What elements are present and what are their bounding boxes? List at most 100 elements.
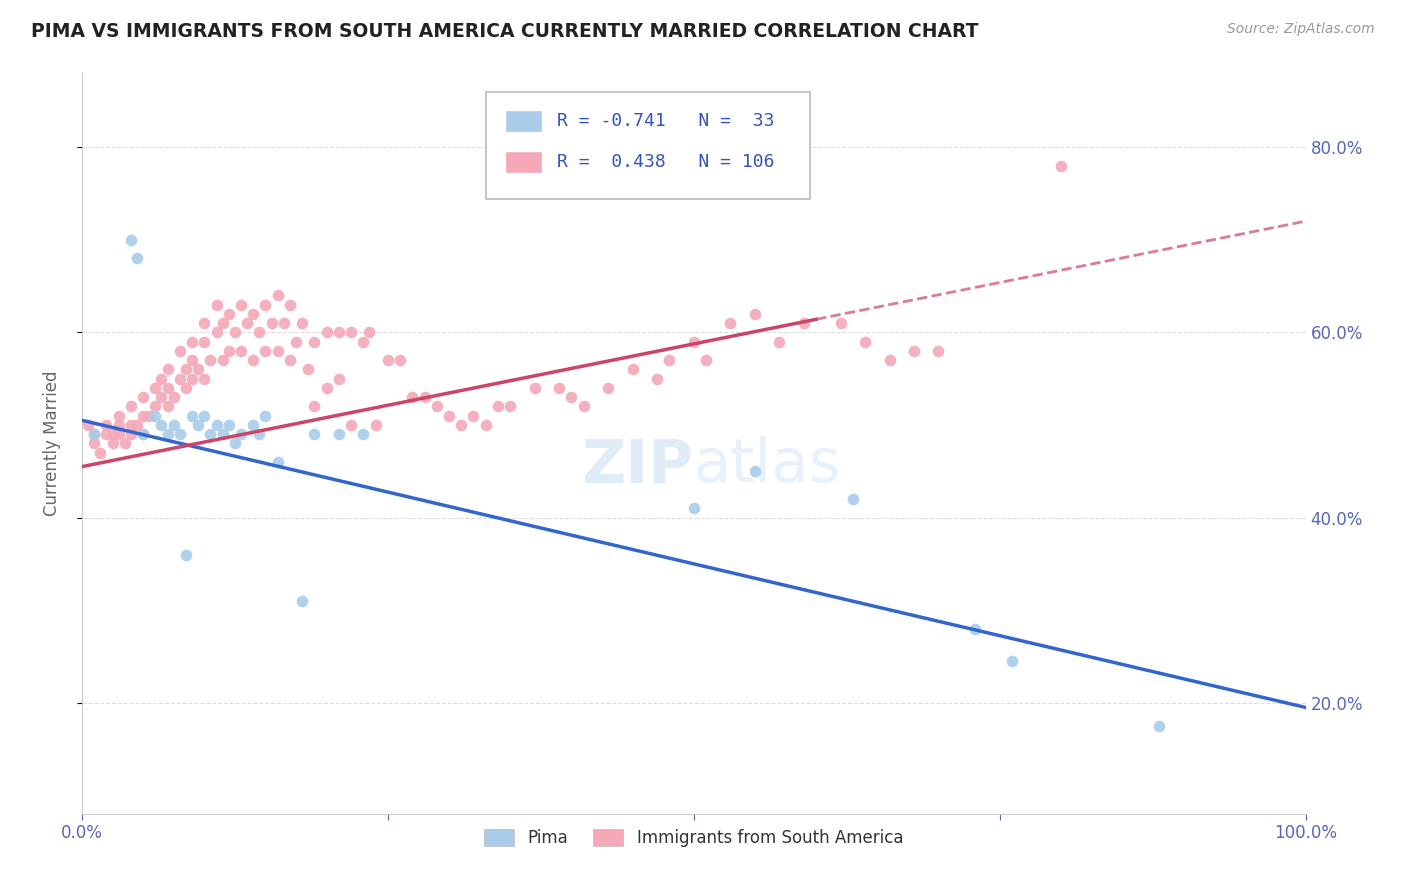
- Point: [96, 427, 118, 442]
- Text: R =  0.438   N = 106: R = 0.438 N = 106: [557, 153, 775, 171]
- Point: [291, 316, 314, 330]
- Point: [193, 371, 215, 385]
- Point: [401, 390, 423, 404]
- Point: [107, 427, 129, 442]
- Point: [273, 316, 295, 330]
- Point: [560, 390, 582, 404]
- Point: [120, 233, 142, 247]
- Point: [132, 409, 155, 423]
- Point: [120, 427, 142, 442]
- Point: [83, 427, 105, 442]
- Point: [352, 427, 374, 442]
- Point: [304, 400, 326, 414]
- Point: [377, 353, 399, 368]
- Point: [965, 622, 987, 636]
- Point: [254, 409, 277, 423]
- Point: [114, 436, 136, 450]
- Point: [229, 297, 252, 311]
- Point: [658, 353, 681, 368]
- Point: [205, 326, 228, 340]
- Point: [181, 334, 204, 349]
- Point: [254, 297, 277, 311]
- Point: [523, 381, 546, 395]
- Point: [193, 409, 215, 423]
- Point: [364, 417, 387, 432]
- Point: [413, 390, 436, 404]
- Point: [304, 427, 326, 442]
- Point: [389, 353, 412, 368]
- Point: [145, 400, 167, 414]
- Point: [285, 334, 308, 349]
- Point: [260, 316, 283, 330]
- Point: [107, 409, 129, 423]
- Point: [437, 409, 460, 423]
- Point: [138, 409, 160, 423]
- Point: [156, 400, 179, 414]
- Point: [156, 362, 179, 376]
- Point: [328, 371, 350, 385]
- Point: [211, 353, 233, 368]
- Point: [163, 390, 186, 404]
- Point: [89, 446, 111, 460]
- Point: [853, 334, 876, 349]
- Point: [96, 417, 118, 432]
- Legend: Pima, Immigrants from South America: Pima, Immigrants from South America: [478, 822, 910, 854]
- Point: [768, 334, 790, 349]
- Point: [218, 307, 240, 321]
- Point: [101, 427, 124, 442]
- Point: [150, 417, 173, 432]
- Text: ZIP: ZIP: [582, 436, 693, 495]
- Point: [125, 251, 148, 265]
- Point: [200, 353, 222, 368]
- Point: [156, 381, 179, 395]
- Point: [621, 362, 644, 376]
- Text: R = -0.741   N =  33: R = -0.741 N = 33: [557, 112, 775, 130]
- Point: [125, 417, 148, 432]
- Y-axis label: Currently Married: Currently Married: [44, 371, 60, 516]
- Point: [315, 381, 337, 395]
- Text: atlas: atlas: [693, 436, 841, 495]
- Point: [793, 316, 815, 330]
- Point: [426, 400, 449, 414]
- Point: [304, 334, 326, 349]
- Point: [163, 417, 186, 432]
- Point: [1049, 159, 1071, 173]
- Point: [291, 594, 314, 608]
- Point: [132, 427, 155, 442]
- Point: [278, 297, 301, 311]
- Point: [150, 390, 173, 404]
- FancyBboxPatch shape: [505, 110, 543, 132]
- Point: [107, 417, 129, 432]
- Point: [596, 381, 619, 395]
- Point: [1001, 654, 1024, 668]
- FancyBboxPatch shape: [505, 151, 543, 173]
- Point: [267, 343, 290, 358]
- Point: [254, 343, 277, 358]
- Point: [463, 409, 485, 423]
- Point: [224, 326, 246, 340]
- Point: [83, 436, 105, 450]
- Point: [242, 417, 264, 432]
- Point: [145, 381, 167, 395]
- Point: [236, 316, 259, 330]
- Point: [927, 343, 949, 358]
- Point: [193, 316, 215, 330]
- Point: [328, 427, 350, 442]
- Point: [242, 353, 264, 368]
- Point: [229, 343, 252, 358]
- Point: [174, 362, 197, 376]
- Point: [145, 409, 167, 423]
- Point: [247, 427, 270, 442]
- Point: [174, 548, 197, 562]
- Point: [278, 353, 301, 368]
- Point: [645, 371, 668, 385]
- Point: [193, 334, 215, 349]
- Point: [181, 409, 204, 423]
- Point: [156, 427, 179, 442]
- Point: [181, 371, 204, 385]
- Point: [297, 362, 319, 376]
- FancyBboxPatch shape: [485, 92, 810, 199]
- Point: [77, 417, 100, 432]
- Point: [1147, 719, 1170, 733]
- Point: [205, 297, 228, 311]
